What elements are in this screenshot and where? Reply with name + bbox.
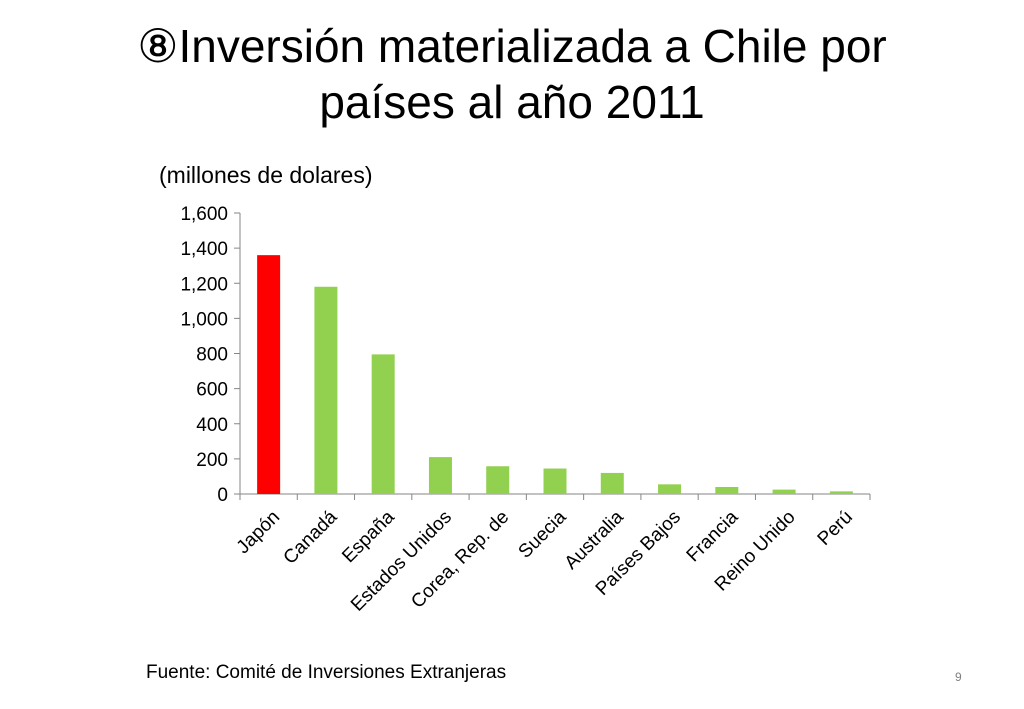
slide-title-line-2: países al año 2011 [319,76,705,128]
slide-title-line-1: ⑧Inversión materializada a Chile por [137,20,887,72]
y-tick-label: 600 [196,380,228,401]
bar [486,466,510,494]
y-tick-label: 1,600 [180,204,228,225]
x-tick-label: Corea, Rep. de [407,507,513,613]
x-tick-label: Japón [233,507,284,558]
bar [543,468,567,494]
y-tick-label: 1,200 [180,274,228,295]
bar [428,457,452,494]
bar [829,491,853,494]
x-tick-label: Perú [814,507,857,550]
page-number: 9 [955,670,962,684]
bar [715,486,739,494]
x-tick-label: Canadá [280,506,342,568]
bar [658,484,682,494]
x-tick-label: Suecia [515,506,571,562]
y-tick-label: 0 [217,485,228,506]
bar [772,489,796,494]
source-note: Fuente: Comité de Inversiones Extranjera… [146,662,507,683]
y-tick-label: 1,000 [180,309,228,330]
slide-title: ⑧Inversión materializada a Chile por paí… [0,18,1024,130]
y-tick-label: 1,400 [180,239,228,260]
y-tick-label: 400 [196,415,228,436]
bar [314,286,338,494]
chart-units-label: (millones de dolares) [159,162,373,188]
y-tick-label: 200 [196,450,228,471]
bar [257,255,281,494]
bar [600,472,624,494]
y-tick-label: 800 [196,345,228,366]
x-tick-label: Estados Unidos [347,507,456,616]
bar [371,354,395,494]
